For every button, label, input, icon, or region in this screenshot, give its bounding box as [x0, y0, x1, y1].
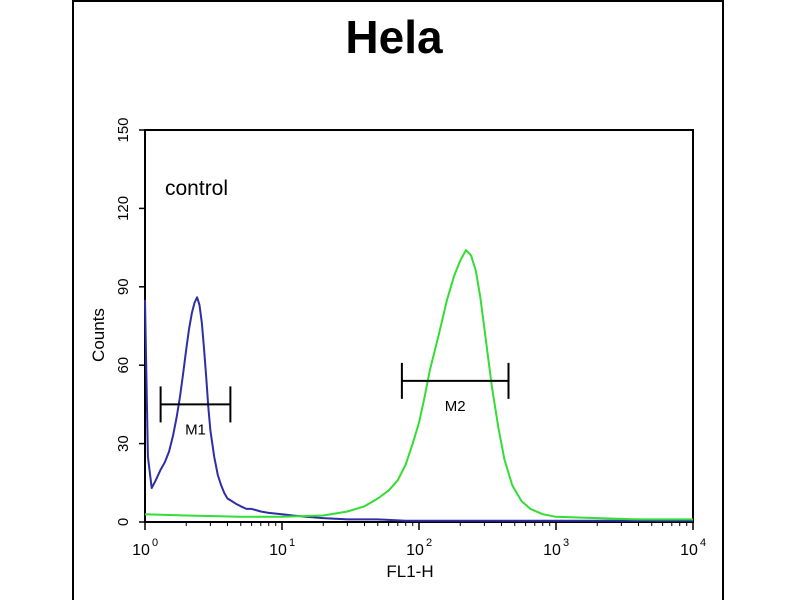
x-tick-exponent: 2 — [426, 537, 432, 549]
x-tick-label: 10 — [680, 542, 698, 559]
x-tick-exponent: 4 — [700, 537, 706, 549]
series-line-1 — [144, 296, 693, 522]
plot-area — [144, 129, 694, 523]
series-layer — [144, 249, 693, 522]
series-line-2 — [144, 249, 693, 521]
frame-left-border — [72, 0, 74, 600]
y-axis-ticks: 0 30 60 90 120 150 — [115, 117, 145, 526]
chart-title: Hela — [345, 11, 443, 63]
frame-right-border — [722, 0, 724, 600]
y-tick-label: 0 — [115, 518, 132, 526]
x-tick-label: 10 — [543, 542, 561, 559]
y-tick-label: 150 — [115, 117, 132, 142]
marker-label: M2 — [445, 398, 466, 415]
y-tick-label: 120 — [115, 196, 132, 221]
annotation-control-label: control — [165, 177, 228, 200]
y-tick-label: 60 — [115, 357, 132, 374]
frame-top-border — [72, 0, 724, 2]
y-tick-label: 30 — [115, 435, 132, 452]
x-tick-exponent: 3 — [563, 537, 569, 549]
marker-label: M1 — [185, 421, 206, 438]
x-axis-label: FL1-H — [386, 562, 433, 581]
x-tick-exponent: 0 — [152, 537, 158, 549]
x-tick-label: 10 — [406, 542, 424, 559]
x-tick-label: 10 — [269, 542, 287, 559]
x-tick-exponent: 1 — [289, 537, 295, 549]
x-tick-label: 10 — [132, 542, 150, 559]
marker-layer: M1 M2 — [159, 362, 510, 438]
y-axis-label: Counts — [89, 308, 108, 362]
x-axis-ticks: 10 0 10 1 10 2 10 3 10 4 — [132, 522, 706, 559]
y-tick-label: 90 — [115, 278, 132, 295]
